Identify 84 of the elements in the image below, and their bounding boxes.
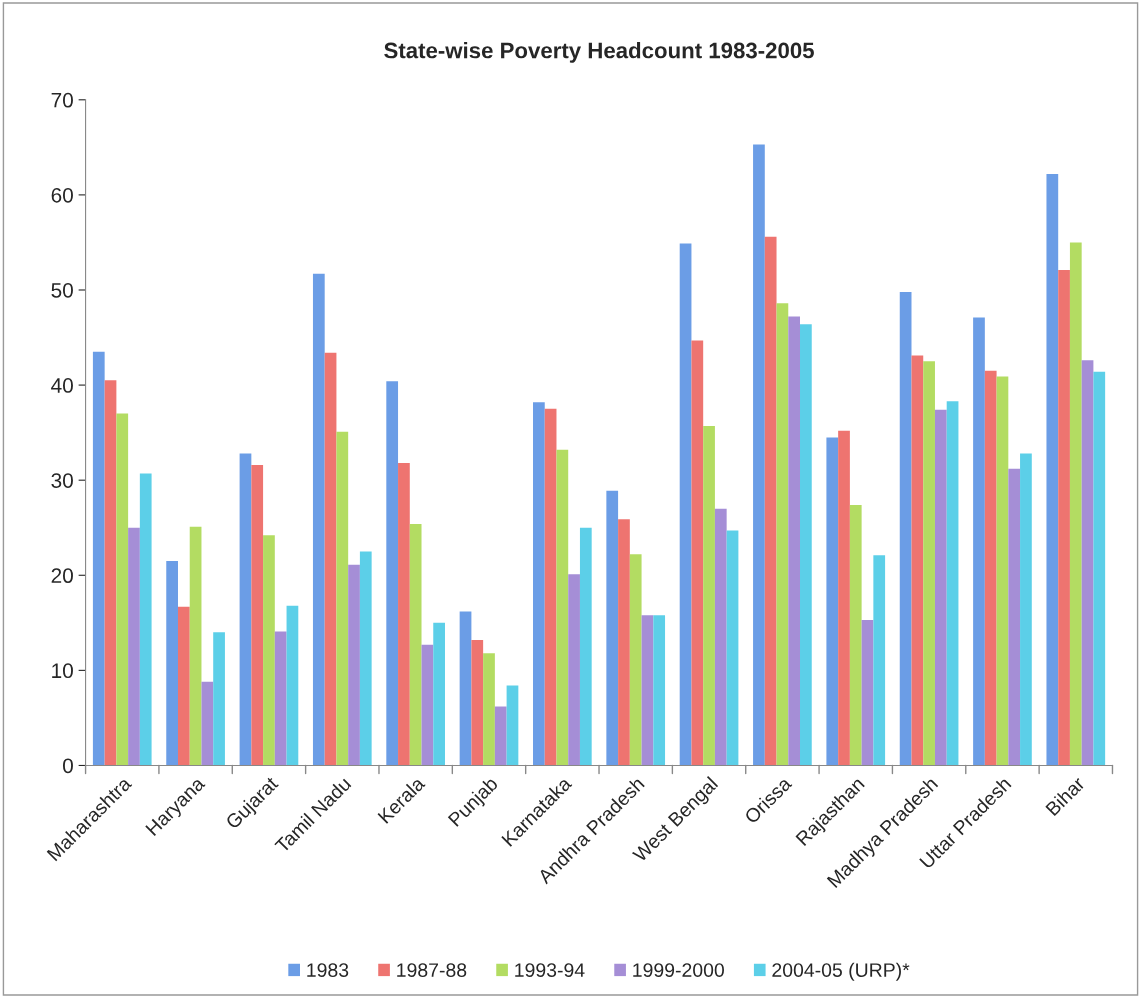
bar bbox=[726, 530, 739, 766]
bar bbox=[336, 431, 349, 766]
bar bbox=[838, 430, 850, 766]
bar bbox=[629, 554, 642, 766]
legend-label: 1993-94 bbox=[515, 963, 585, 977]
legend-label: 1987-88 bbox=[397, 963, 467, 977]
bar bbox=[826, 437, 839, 766]
bar bbox=[251, 464, 264, 766]
bar bbox=[714, 508, 727, 766]
bar bbox=[934, 409, 947, 766]
legend-label: 1983 bbox=[307, 963, 349, 977]
bar bbox=[409, 523, 422, 766]
y-tick-label: 20 bbox=[51, 568, 73, 584]
bar bbox=[1069, 242, 1082, 766]
bar bbox=[533, 402, 545, 766]
bar bbox=[899, 291, 912, 766]
chart-title: State-wise Poverty Headcount 1983-2005 bbox=[384, 42, 814, 63]
bar bbox=[703, 425, 715, 766]
bar bbox=[459, 611, 472, 766]
bar bbox=[398, 463, 410, 766]
bar bbox=[312, 273, 325, 766]
bar bbox=[1046, 173, 1059, 766]
bar bbox=[506, 685, 519, 766]
bar bbox=[433, 622, 445, 766]
y-tick-label: 70 bbox=[51, 92, 73, 108]
legend-label: 1999-2000 bbox=[633, 963, 724, 977]
bar bbox=[1058, 270, 1070, 766]
bar bbox=[239, 453, 252, 766]
bar bbox=[178, 606, 190, 766]
bar bbox=[104, 380, 117, 766]
bar bbox=[606, 490, 619, 766]
y-tick-label: 10 bbox=[52, 663, 73, 679]
bar bbox=[691, 340, 704, 766]
bar bbox=[911, 355, 924, 766]
bar bbox=[213, 632, 225, 766]
bar bbox=[471, 639, 484, 766]
bar bbox=[849, 504, 862, 766]
y-tick-label: 50 bbox=[51, 282, 73, 298]
bar bbox=[189, 526, 202, 766]
bar bbox=[544, 408, 557, 766]
bar bbox=[1093, 371, 1106, 766]
bar bbox=[776, 303, 789, 766]
bar bbox=[946, 401, 959, 766]
bar bbox=[556, 449, 569, 766]
bar bbox=[139, 473, 152, 766]
bar bbox=[1008, 468, 1021, 766]
bar bbox=[166, 561, 178, 766]
bar bbox=[653, 615, 666, 766]
legend-label: 2004-05 (URP)* bbox=[772, 962, 910, 981]
bar bbox=[618, 519, 630, 766]
bar bbox=[263, 535, 275, 766]
bar bbox=[386, 381, 399, 766]
y-tick-label: 30 bbox=[51, 473, 73, 488]
bar bbox=[201, 681, 214, 766]
bar bbox=[996, 376, 1009, 766]
bar bbox=[641, 615, 654, 766]
bar bbox=[800, 324, 812, 766]
bar bbox=[286, 605, 299, 766]
bar bbox=[764, 236, 777, 766]
bar bbox=[923, 361, 935, 766]
bar bbox=[973, 317, 985, 766]
bar bbox=[568, 574, 580, 766]
bar bbox=[679, 243, 692, 766]
bar bbox=[324, 352, 337, 766]
y-tick-label: 40 bbox=[51, 378, 73, 393]
bar bbox=[1020, 453, 1032, 766]
bar bbox=[861, 619, 874, 766]
bar bbox=[753, 144, 765, 766]
bar bbox=[116, 413, 129, 766]
bar bbox=[274, 631, 287, 766]
bar bbox=[494, 706, 507, 766]
bar bbox=[128, 527, 140, 766]
bar bbox=[359, 551, 372, 766]
bar bbox=[348, 564, 360, 766]
bar bbox=[1081, 360, 1094, 766]
y-tick-label: 0 bbox=[63, 758, 73, 774]
bar bbox=[421, 644, 434, 766]
bar bbox=[92, 351, 105, 766]
y-tick-label: 60 bbox=[51, 187, 73, 203]
bar bbox=[788, 316, 800, 766]
bar bbox=[579, 527, 592, 766]
bar bbox=[984, 370, 997, 766]
bar bbox=[483, 653, 495, 766]
bar bbox=[873, 555, 886, 766]
